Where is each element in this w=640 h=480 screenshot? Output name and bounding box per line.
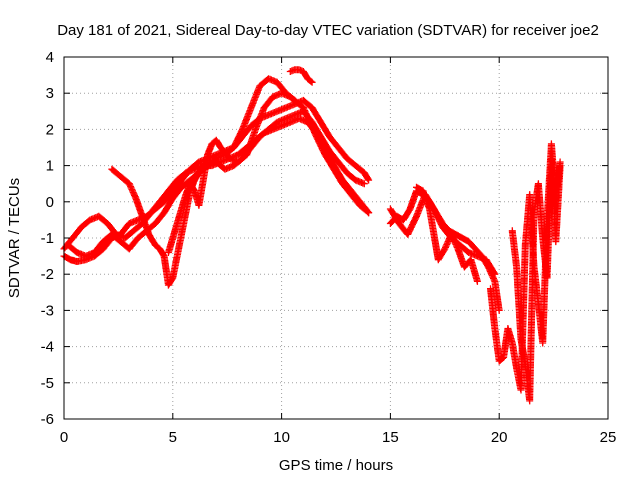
data-series — [60, 66, 564, 405]
chart-title: Day 181 of 2021, Sidereal Day-to-day VTE… — [57, 22, 599, 39]
y-axis-label: SDTVAR / TECUs — [6, 178, 23, 298]
x-tick-label: 20 — [491, 429, 508, 446]
y-tick-label: 1 — [46, 158, 54, 175]
x-tick-label: 10 — [273, 429, 290, 446]
y-tick-label: 4 — [46, 49, 54, 66]
y-tick-label: -2 — [41, 266, 54, 283]
series-arc-k — [508, 154, 564, 405]
y-tick-label: -6 — [41, 411, 54, 428]
x-axis-label: GPS time / hours — [279, 457, 393, 474]
y-tick-label: -4 — [41, 339, 54, 356]
y-tick-label: -3 — [41, 302, 54, 319]
series-markers — [108, 75, 373, 289]
y-tick-label: -5 — [41, 375, 54, 392]
series-arc-e — [164, 89, 299, 256]
y-tick-label: 2 — [46, 121, 54, 138]
axis-ticks: 0 5 10 15 20 25 -6 -5 -4 -3 -2 -1 0 1 2 3 4 — [41, 49, 617, 446]
y-tick-label: 0 — [46, 194, 54, 211]
series-markers — [164, 89, 299, 256]
y-tick-label: -1 — [41, 230, 54, 247]
series-markers — [286, 66, 316, 86]
series-markers — [413, 183, 481, 285]
series-arc-i — [413, 183, 481, 285]
y-tick-label: 3 — [46, 85, 54, 102]
x-tick-label: 25 — [600, 429, 617, 446]
series-markers — [508, 154, 564, 405]
series-arc-f — [286, 66, 316, 86]
x-tick-label: 0 — [60, 429, 68, 446]
x-tick-label: 5 — [169, 429, 177, 446]
series-arc-d — [108, 75, 373, 289]
x-tick-label: 15 — [382, 429, 399, 446]
